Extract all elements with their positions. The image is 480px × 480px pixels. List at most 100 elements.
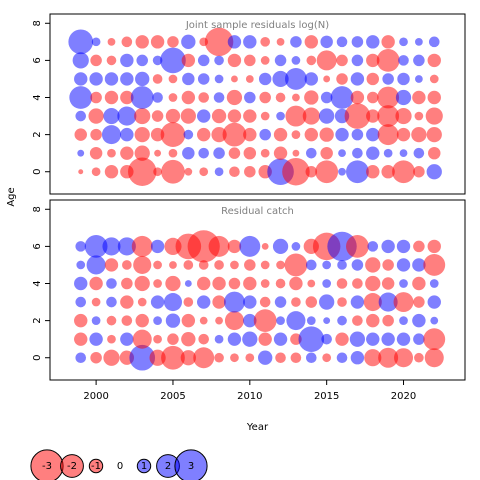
bubble	[74, 128, 87, 141]
bubble	[212, 276, 226, 291]
bubble	[180, 350, 196, 366]
bubble	[336, 278, 348, 289]
bubble	[152, 74, 163, 84]
bubble	[106, 296, 117, 308]
bubble	[74, 313, 88, 328]
bubble	[305, 296, 318, 308]
bubble	[245, 353, 255, 363]
bubble	[366, 165, 380, 179]
bubble	[75, 352, 87, 364]
y-axis-label: Age	[6, 187, 17, 206]
bubble	[104, 165, 119, 179]
bubble	[382, 314, 394, 327]
bubble	[276, 316, 285, 325]
bubble	[165, 275, 181, 292]
bubble	[330, 86, 354, 109]
bubble	[230, 353, 239, 363]
bubble	[259, 296, 271, 308]
bubble	[319, 127, 334, 142]
bubble	[351, 259, 364, 271]
y-tick-label: 6	[32, 57, 43, 63]
bubble	[150, 295, 165, 309]
bubble	[350, 90, 365, 105]
bubble	[285, 105, 307, 127]
bubble	[90, 128, 102, 141]
bubble	[323, 317, 331, 325]
y-tick-label: 8	[32, 206, 43, 212]
bubble	[227, 239, 242, 254]
bubble	[306, 352, 317, 364]
bubble	[427, 90, 441, 105]
bubble	[365, 257, 381, 273]
bubble	[74, 72, 88, 86]
panel-title: Residual catch	[221, 206, 294, 217]
bubble	[272, 70, 289, 88]
bubble	[231, 75, 238, 83]
bubble	[89, 72, 103, 86]
bubble	[244, 259, 256, 271]
bubble	[276, 37, 285, 46]
bubble	[74, 332, 88, 346]
bubble	[227, 53, 242, 68]
bubble	[253, 309, 277, 333]
bubble	[77, 149, 85, 157]
bubble	[160, 122, 186, 147]
bubble	[214, 167, 224, 177]
bubble	[350, 351, 365, 365]
bubble	[291, 297, 301, 307]
bubble	[291, 56, 301, 65]
bubble	[151, 110, 164, 122]
bubble	[183, 129, 194, 140]
bubble	[161, 345, 185, 370]
bubble	[135, 313, 149, 328]
bubble	[153, 334, 162, 344]
legend-label: -1	[91, 461, 101, 472]
bubble	[243, 295, 257, 309]
bubble	[128, 157, 157, 186]
bubble	[239, 235, 261, 257]
bubble	[150, 127, 165, 142]
bubble	[366, 332, 380, 346]
bubble	[346, 234, 369, 258]
bubble	[427, 239, 441, 254]
bubble	[306, 259, 317, 271]
bubble	[274, 54, 287, 67]
bubble	[258, 72, 272, 86]
bubble	[212, 295, 226, 309]
bubble	[423, 328, 446, 351]
bubble	[306, 316, 316, 325]
bubble	[322, 353, 332, 363]
bubble	[414, 352, 424, 363]
bubble	[399, 149, 408, 158]
bubble	[214, 55, 224, 66]
bubble	[197, 127, 211, 142]
bubble	[290, 333, 302, 345]
bubble	[260, 56, 270, 65]
bubble	[292, 93, 300, 102]
bubble	[411, 126, 427, 143]
bubble	[275, 92, 286, 103]
legend-label: 2	[165, 461, 171, 472]
bubble	[245, 75, 254, 83]
bubble	[135, 35, 149, 49]
bubble	[289, 276, 303, 291]
bubble	[396, 127, 411, 142]
bubble	[381, 277, 395, 290]
bubble	[182, 146, 195, 160]
legend-label: 3	[188, 461, 194, 472]
bubble	[131, 235, 153, 257]
bubble	[120, 90, 134, 105]
bubble	[75, 110, 87, 122]
bubble	[91, 37, 101, 47]
bubble	[120, 127, 134, 142]
bubble	[153, 167, 162, 177]
bubble	[367, 91, 379, 104]
bubble	[152, 92, 163, 103]
bubble	[181, 90, 196, 105]
bubble	[78, 169, 84, 175]
bubble	[307, 279, 316, 288]
bubble	[180, 108, 196, 124]
bubble	[344, 103, 371, 129]
bubble	[272, 238, 289, 255]
bubble	[197, 295, 211, 309]
